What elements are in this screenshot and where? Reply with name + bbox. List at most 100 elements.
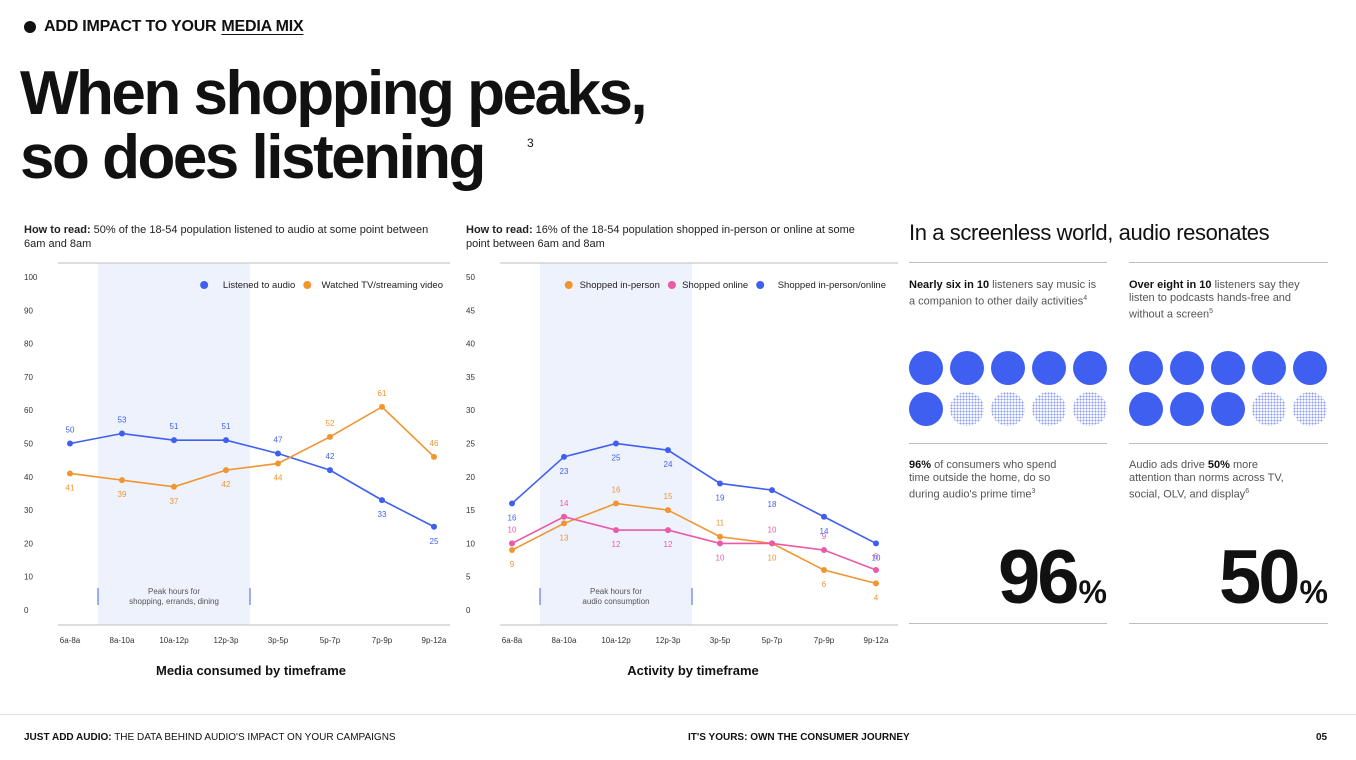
data-label: 9 (510, 560, 515, 569)
kicker-prefix: ADD IMPACT TO YOUR (44, 18, 217, 35)
filled-dot-icon (1032, 351, 1066, 385)
y-tick-label: 40 (466, 340, 475, 349)
y-tick-label: 45 (466, 306, 475, 315)
data-label: 14 (560, 499, 569, 508)
kicker-link[interactable]: MEDIA MIX (221, 18, 304, 35)
data-point (119, 430, 125, 437)
eight-in-ten-dot-grid (1129, 351, 1327, 426)
left-howto: How to read: 50% of the 18-54 population… (24, 223, 434, 251)
data-point (509, 547, 515, 554)
data-label: 61 (378, 389, 387, 398)
divider (1129, 443, 1328, 444)
right-howto-text: 16% of the 18-54 population shopped in-p… (466, 224, 855, 250)
stat-outside-home: 96% of consumers who spend time outside … (909, 459, 1069, 502)
data-point (327, 467, 333, 474)
data-label: 24 (664, 460, 673, 469)
stat-outside-footnote: 3 (1031, 488, 1036, 495)
data-point (67, 440, 73, 447)
data-label: 15 (664, 492, 673, 501)
data-label: 10 (768, 553, 777, 562)
x-tick-label: 7p-9p (372, 636, 393, 645)
data-point (171, 483, 177, 490)
legend-label: Listened to audio (223, 280, 295, 291)
data-label: 14 (820, 527, 829, 536)
stat-attention-bold: 50% (1207, 459, 1230, 471)
data-point (509, 540, 515, 547)
data-point (275, 450, 281, 457)
series-line (69, 405, 435, 488)
data-point (873, 580, 879, 587)
x-tick-label: 8a-10a (110, 636, 135, 645)
filled-dot-icon (1170, 392, 1204, 426)
data-point (665, 527, 671, 534)
legend-label: Shopped in-person/online (778, 280, 886, 291)
footer-left-text: THE DATA BEHIND AUDIO'S IMPACT ON YOUR C… (111, 732, 396, 743)
data-label: 10 (768, 525, 777, 534)
filled-dot-icon (1252, 351, 1286, 385)
data-point (613, 500, 619, 507)
legend-label: Shopped in-person (580, 280, 660, 291)
right-chart-caption: Activity by timeframe (627, 663, 759, 678)
data-label: 10 (716, 553, 725, 562)
y-tick-label: 15 (466, 506, 475, 515)
x-tick-label: 9p-12a (422, 636, 447, 645)
x-tick-label: 9p-12a (864, 636, 889, 645)
data-label: 13 (560, 533, 569, 542)
series-line (69, 432, 435, 528)
x-tick-label: 7p-9p (814, 636, 835, 645)
filled-dot-icon (1211, 351, 1245, 385)
data-point (509, 500, 515, 507)
data-point (717, 533, 723, 540)
stat-podcast-text: listeners say they listen to podcasts ha… (1129, 279, 1300, 321)
x-tick-label: 3p-5p (268, 636, 289, 645)
data-point (275, 460, 281, 467)
peak-hours-band (98, 263, 250, 625)
stat-music-text: listeners say music is a companion to ot… (909, 279, 1097, 308)
data-point (769, 487, 775, 494)
data-point (717, 540, 723, 547)
stat-podcast-handsfree: Over eight in 10 listeners say they list… (1129, 279, 1319, 322)
series-line (511, 442, 877, 545)
data-point (431, 523, 437, 530)
divider (1129, 262, 1328, 263)
data-label: 16 (508, 513, 517, 522)
big-stat-96-unit: % (1078, 574, 1107, 610)
big-stat-96-number: 96 (998, 535, 1080, 620)
data-label: 46 (430, 439, 439, 448)
data-label: 39 (118, 490, 127, 499)
stat-music-bold: Nearly six in 10 (909, 279, 990, 291)
empty-dot-icon (1293, 392, 1327, 426)
title-line-2: so does listening (20, 123, 486, 192)
data-label: 25 (430, 537, 439, 546)
data-label: 12 (664, 540, 673, 549)
x-tick-label: 12p-3p (214, 636, 239, 645)
x-tick-label: 5p-7p (762, 636, 783, 645)
title-line-1: When shopping peaks, (20, 59, 648, 128)
data-point (223, 437, 229, 444)
data-point (327, 433, 333, 440)
divider (1129, 623, 1328, 624)
filled-dot-icon (909, 351, 943, 385)
data-point (873, 567, 879, 574)
data-label: 16 (612, 485, 621, 494)
stat-outside-text: of consumers who spend time outside the … (909, 459, 1057, 501)
data-label: 50 (66, 426, 75, 435)
left-chart-caption: Media consumed by timeframe (156, 663, 346, 678)
peak-label-line-2: shopping, errands, dining (129, 597, 219, 606)
y-tick-label: 0 (24, 606, 29, 615)
filled-dot-icon (1129, 392, 1163, 426)
divider (909, 443, 1107, 444)
y-tick-label: 60 (24, 406, 33, 415)
data-label: 42 (326, 452, 335, 461)
y-tick-label: 30 (24, 506, 33, 515)
x-tick-label: 3p-5p (710, 636, 731, 645)
y-tick-label: 10 (24, 573, 33, 582)
page-number: 05 (1316, 732, 1328, 743)
data-point (873, 540, 879, 547)
y-tick-label: 90 (24, 306, 33, 315)
bullet-dot-icon (24, 21, 36, 33)
data-point (67, 470, 73, 477)
y-tick-label: 20 (24, 539, 33, 548)
